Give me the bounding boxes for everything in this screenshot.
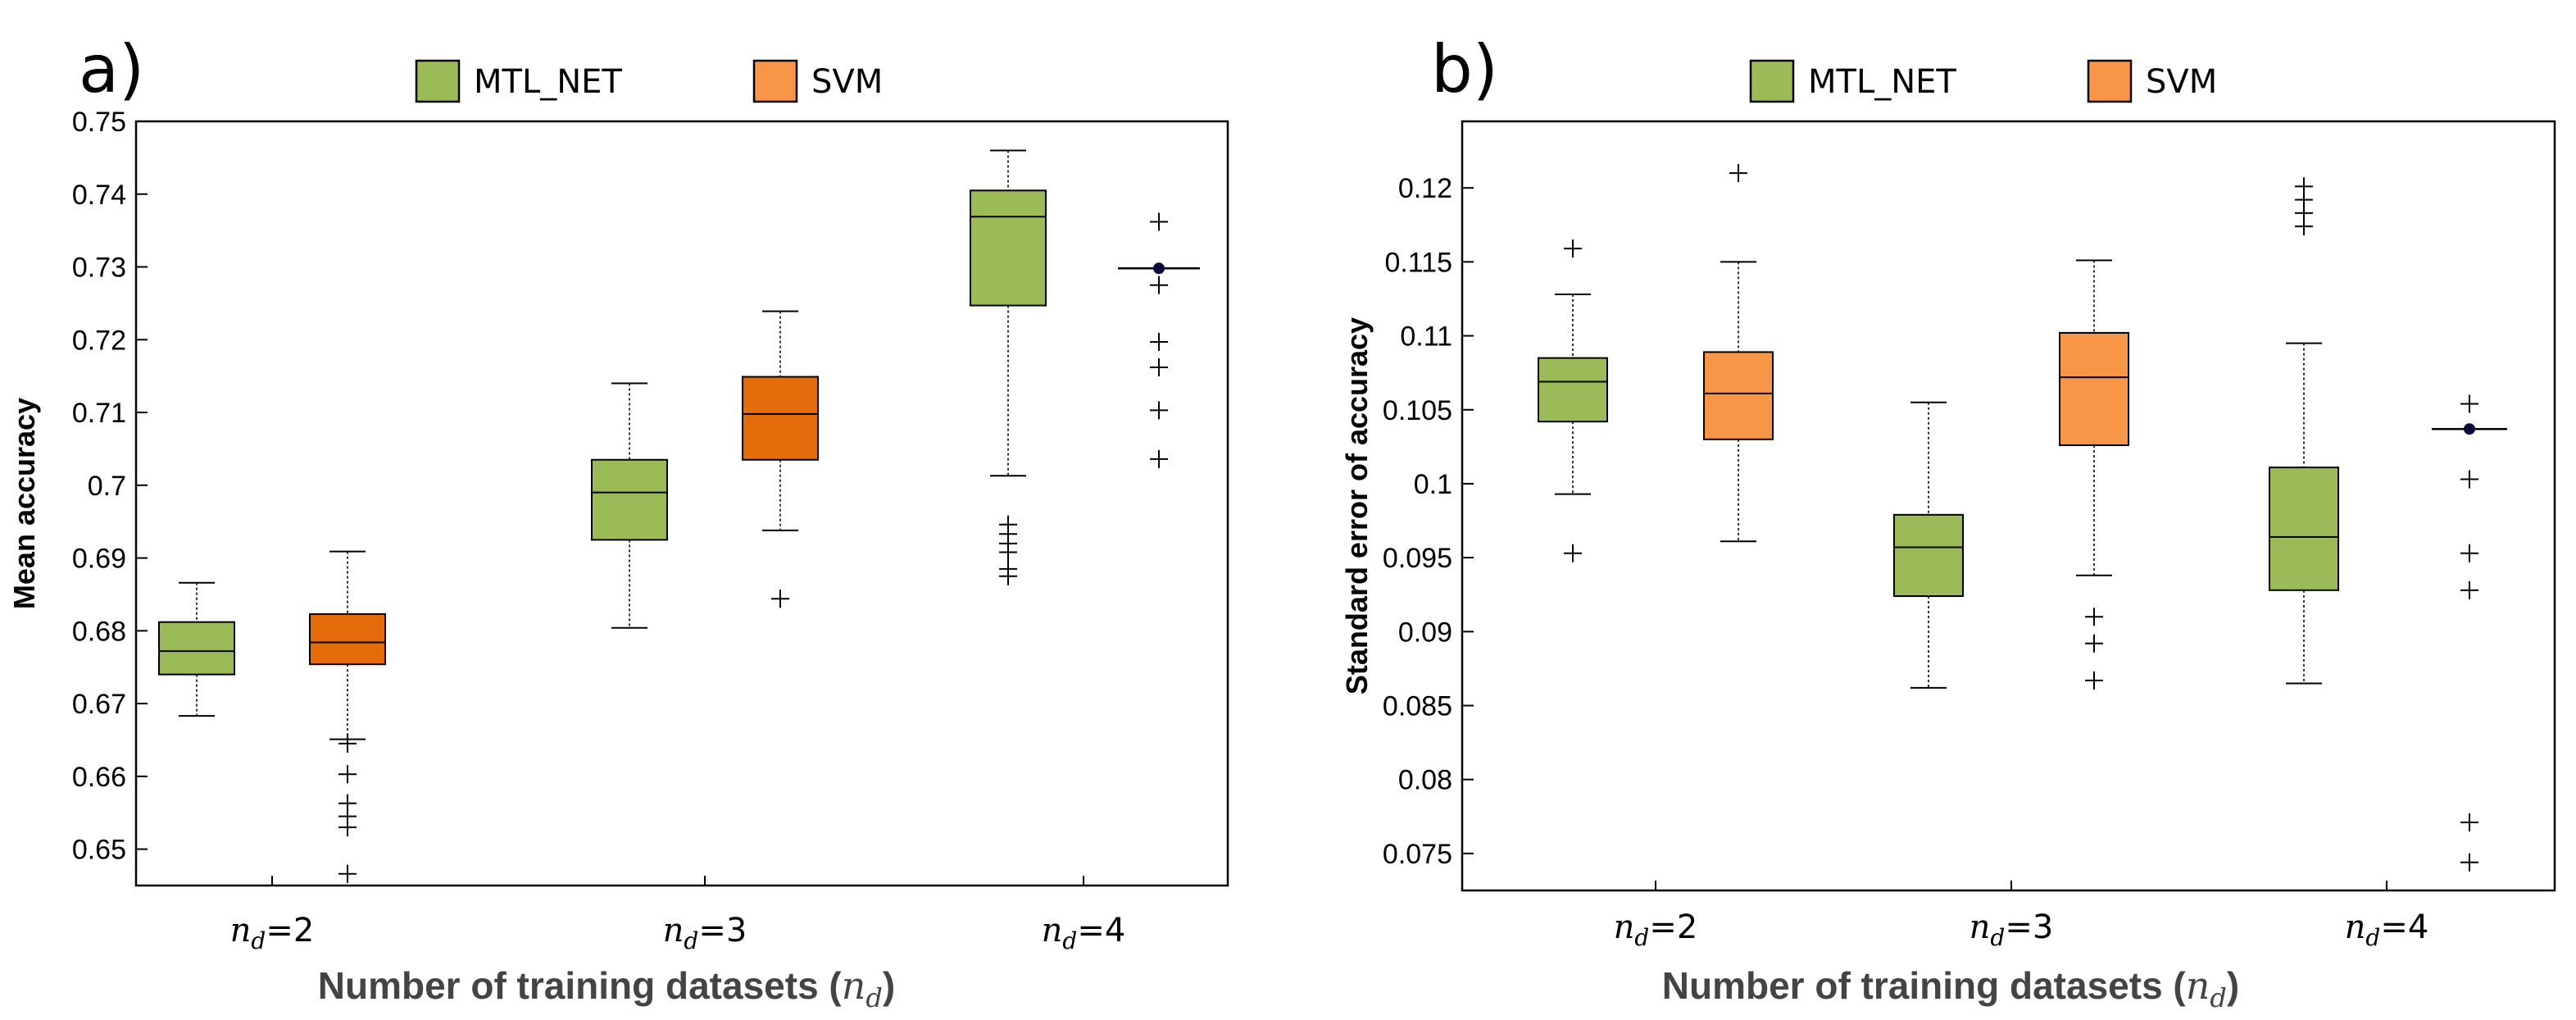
legend-swatch	[415, 59, 461, 103]
y-tick-label: 0.69	[72, 544, 126, 575]
y-tick-label: 0.11	[1400, 321, 1452, 353]
box-svm	[1703, 164, 1774, 543]
box-iqr	[158, 621, 235, 676]
outlier-marker	[2085, 608, 2103, 626]
y-tick-label: 0.7	[88, 471, 126, 502]
outlier-marker	[1150, 449, 1168, 468]
box-svm	[2059, 259, 2129, 690]
category-label: nd=4	[2345, 908, 2429, 951]
outlier-marker	[2460, 581, 2478, 599]
y-tick-label: 0.095	[1383, 543, 1452, 574]
y-tick-label: 0.66	[72, 762, 126, 793]
y-tick-label: 0.09	[1398, 617, 1452, 648]
mean-point	[1153, 262, 1165, 275]
legend-label: SVM	[811, 63, 883, 101]
panel-label: b)	[1431, 31, 1498, 107]
y-tick-label: 0.74	[72, 180, 126, 211]
outlier-marker	[2460, 813, 2478, 832]
outlier-marker	[338, 734, 357, 753]
y-tick-label: 0.68	[72, 616, 126, 647]
box-mtl-net	[158, 581, 235, 717]
outlier-marker	[999, 567, 1017, 585]
legend-label: SVM	[2146, 63, 2217, 101]
legend-label: MTL_NET	[474, 63, 622, 101]
y-tick-label: 0.72	[72, 325, 126, 356]
y-axis-label: Standard error of accuracy	[1340, 317, 1374, 694]
outlier-marker	[2085, 634, 2103, 653]
box-iqr	[1538, 357, 1608, 423]
box-svm	[1118, 212, 1200, 468]
mean-point	[2464, 423, 2475, 435]
outlier-marker	[2295, 217, 2313, 236]
box-iqr	[2269, 467, 2339, 591]
outlier-marker	[771, 590, 789, 608]
panel-label: a)	[79, 31, 144, 107]
outlier-marker	[338, 765, 357, 784]
box-svm	[2432, 394, 2507, 872]
plot-frame	[134, 120, 1229, 887]
outlier-marker	[1150, 401, 1168, 420]
outlier-marker	[2460, 544, 2478, 562]
y-tick-label: 0.08	[1398, 765, 1452, 796]
panel-a: 0.65 0.66 0.67 0.68 0.69 0.7 0.71 0.72 0.73 0.74 0…	[7, 31, 1229, 1013]
outlier-marker	[1150, 212, 1168, 231]
y-tick-label: 0.115	[1384, 247, 1452, 278]
category-label: nd=2	[1614, 908, 1698, 951]
box-iqr	[742, 376, 819, 461]
outlier-marker	[1150, 358, 1168, 377]
y-tick-label: 0.67	[72, 689, 126, 720]
x-axis-label: Number of training datasets (nd)	[318, 963, 895, 1013]
category-label: nd=2	[230, 912, 315, 954]
outlier-marker	[999, 543, 1017, 562]
outlier-marker	[1729, 164, 1747, 183]
y-tick-label: 0.1	[1414, 469, 1452, 500]
x-axis-label: Number of training datasets (nd)	[1662, 963, 2239, 1013]
y-tick-label: 0.75	[72, 107, 126, 138]
category-label: nd=3	[663, 912, 747, 954]
box-mtl-net	[1893, 401, 1964, 689]
y-axis-label: Mean accuracy	[7, 398, 41, 609]
outlier-marker	[2460, 470, 2478, 489]
outlier-marker	[338, 817, 357, 836]
category-label: nd=4	[1042, 912, 1126, 954]
outlier-marker	[2085, 671, 2103, 690]
box-svm	[742, 310, 819, 608]
y-tick-label: 0.085	[1383, 691, 1452, 722]
y-tick-label: 0.73	[72, 253, 126, 284]
legend-swatch	[2087, 59, 2133, 103]
box-svm	[309, 550, 386, 883]
box-iqr	[1893, 513, 1964, 598]
outlier-marker	[2460, 853, 2478, 872]
box-mtl-net	[2269, 177, 2339, 685]
legend-swatch	[1749, 59, 1795, 103]
outlier-marker	[2460, 394, 2478, 413]
y-tick-label: 0.65	[72, 835, 126, 866]
box-iqr	[2059, 331, 2129, 447]
outlier-marker	[1150, 332, 1168, 351]
box-iqr	[1703, 351, 1774, 440]
y-tick-label: 0.12	[1398, 173, 1452, 204]
legend-label: MTL_NET	[1808, 63, 1956, 101]
y-tick-label: 0.075	[1383, 839, 1452, 870]
box-mtl-net	[591, 382, 668, 629]
panel-b: 0.075 0.08 0.085 0.09 0.095 0.1 0.105 0.11 0.115…	[1340, 31, 2556, 1013]
outlier-marker	[1564, 239, 1582, 258]
plot-frame	[1461, 120, 2556, 892]
outlier-marker	[1150, 275, 1168, 294]
outlier-marker	[338, 864, 357, 883]
category-label: nd=3	[1969, 908, 2054, 951]
box-iqr	[591, 458, 668, 541]
box-iqr	[970, 189, 1047, 307]
outlier-marker	[1564, 544, 1582, 562]
legend-swatch	[752, 59, 798, 103]
box-mtl-net	[1538, 239, 1608, 562]
y-tick-label: 0.71	[72, 398, 126, 429]
box-iqr	[309, 612, 386, 666]
y-tick-label: 0.105	[1383, 395, 1452, 426]
box-mtl-net	[970, 149, 1047, 585]
